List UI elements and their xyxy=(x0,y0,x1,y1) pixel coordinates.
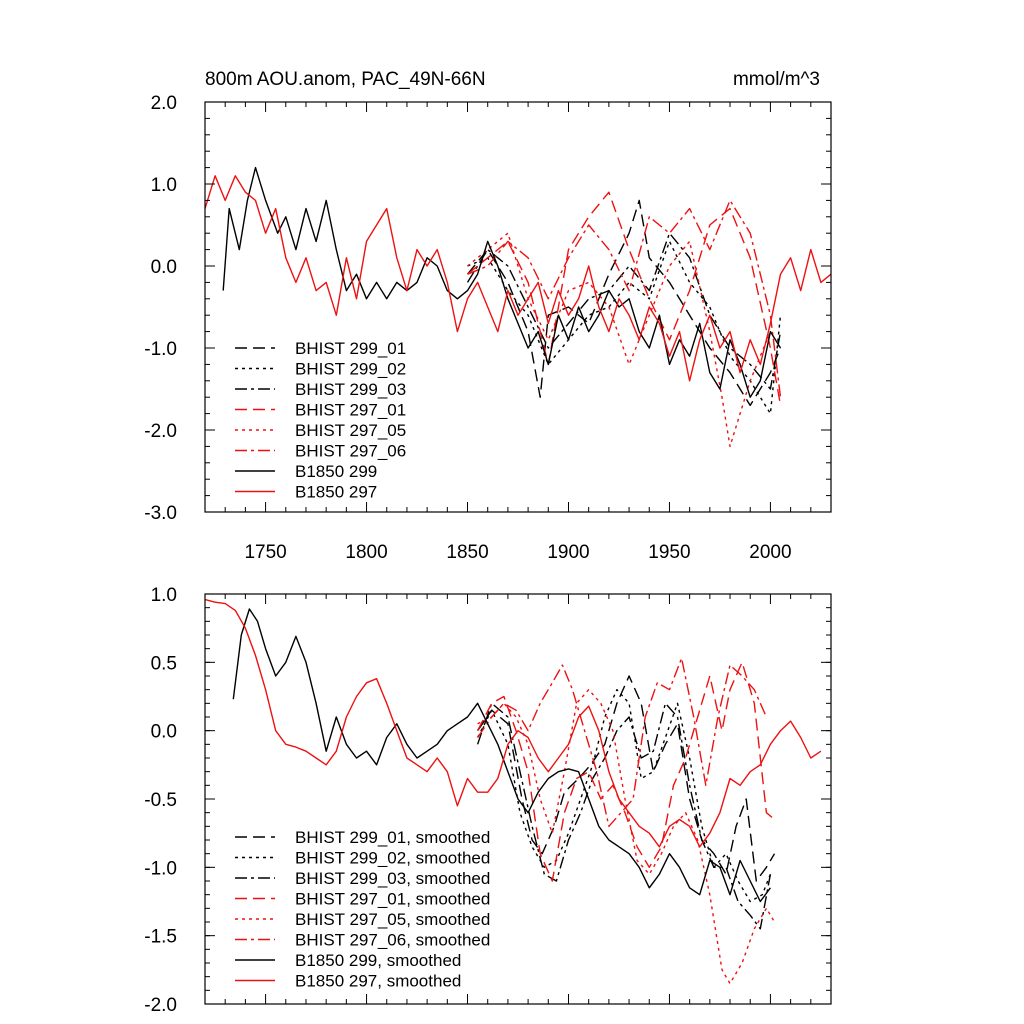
legend-label: BHIST 297_05 xyxy=(295,421,406,440)
y-tick-label: 0.0 xyxy=(151,257,177,278)
y-tick-label: -3.0 xyxy=(144,503,177,524)
x-tick-label: 2000 xyxy=(749,542,791,563)
series-line-bhist-299-01-smoothed xyxy=(477,675,776,882)
legend-label: BHIST 297_01 xyxy=(295,401,406,420)
series-line-bhist-299-01 xyxy=(466,199,782,407)
top-panel: 1750 1800 1850 1900 1950 2000 -3.0 -2.0 -1.0 0.0 1… xyxy=(144,93,832,563)
series-line-bhist-299-03-smoothed xyxy=(476,702,772,930)
series-line-bhist-299-03 xyxy=(466,232,782,390)
chart-title: 800m AOU.anom, PAC_49N-66N xyxy=(205,69,486,90)
legend-label: B1850 297 xyxy=(295,483,377,502)
legend-label: BHIST 299_03, smoothed xyxy=(295,869,490,888)
bottom-series-layer xyxy=(205,598,822,985)
legend-label: BHIST 297_06 xyxy=(295,442,406,461)
series-line-bhist-297-06-smoothed xyxy=(477,657,768,827)
legend-label: BHIST 299_01 xyxy=(295,339,406,358)
y-tick-label: -1.0 xyxy=(144,339,177,360)
legend-label: BHIST 299_02 xyxy=(295,360,406,379)
legend-label: B1850 297, smoothed xyxy=(295,972,461,991)
y-tick-label: -1.0 xyxy=(144,858,177,879)
y-tick-label: 1.0 xyxy=(151,175,177,196)
x-tick-label: 1850 xyxy=(446,542,488,563)
legend-label: BHIST 299_02, smoothed xyxy=(295,849,490,868)
units-label: mmol/m^3 xyxy=(733,69,820,90)
legend-label: BHIST 297_01, smoothed xyxy=(295,890,490,909)
y-tick-label: 2.0 xyxy=(151,93,177,114)
bottom-axis-ticks: -2.0 -1.5 -1.0 -0.5 0.0 0.5 1.0 xyxy=(144,585,832,1016)
bottom-legend: BHIST 299_01, smoothed BHIST 299_02, smoo… xyxy=(235,828,490,991)
top-plot-frame xyxy=(204,101,832,513)
y-tick-label: 0.5 xyxy=(151,653,177,674)
legend-label: BHIST 297_06, smoothed xyxy=(295,931,490,950)
y-tick-label: -1.5 xyxy=(144,927,177,948)
series-line-b1850-299 xyxy=(222,166,782,398)
y-tick-label: 1.0 xyxy=(151,585,177,606)
series-line-b1850-297-smoothed xyxy=(205,598,822,848)
bottom-panel: -2.0 -1.5 -1.0 -0.5 0.0 0.5 1.0 BHIST 299_01, … xyxy=(144,585,832,1016)
series-line-bhist-297-06 xyxy=(467,199,782,398)
x-tick-label: 1900 xyxy=(547,542,589,563)
top-series-layer xyxy=(205,166,831,448)
series-line-bhist-297-01-smoothed xyxy=(476,661,775,882)
top-axis-ticks: 1750 1800 1850 1900 1950 2000 -3.0 -2.0 -1.0 0.0 1… xyxy=(144,93,832,563)
legend-label: BHIST 297_05, smoothed xyxy=(295,910,490,929)
legend-label: BHIST 299_01, smoothed xyxy=(295,828,490,847)
y-tick-label: 0.0 xyxy=(151,722,177,743)
y-tick-label: -2.0 xyxy=(144,995,177,1016)
legend-label: BHIST 299_03 xyxy=(295,380,406,399)
series-line-b1850-297 xyxy=(205,175,831,382)
series-line-bhist-299-02 xyxy=(467,240,782,415)
series-line-b1850-299-smoothed xyxy=(232,608,771,903)
x-tick-label: 1950 xyxy=(648,542,690,563)
legend-label: B1850 299 xyxy=(295,462,377,481)
x-tick-label: 1800 xyxy=(345,542,387,563)
y-tick-label: -0.5 xyxy=(144,790,177,811)
series-line-bhist-297-05-smoothed xyxy=(477,689,776,985)
legend-label: B1850 299, smoothed xyxy=(295,951,461,970)
x-tick-label: 1750 xyxy=(244,542,286,563)
y-tick-label: -2.0 xyxy=(144,421,177,442)
series-line-bhist-297-01 xyxy=(467,191,782,406)
